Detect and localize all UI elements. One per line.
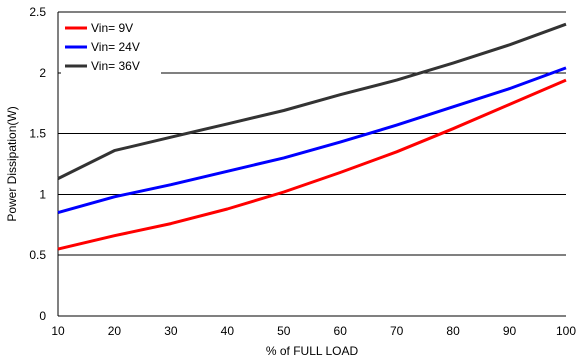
- y-tick-label: 1: [39, 187, 46, 201]
- x-tick-label: 90: [503, 324, 517, 338]
- y-tick-label: 0: [39, 309, 46, 323]
- legend-label-0: Vin= 9V: [91, 21, 133, 35]
- series-line-0: [57, 78, 567, 251]
- x-tick-label: 80: [446, 324, 460, 338]
- y-axis-title: Power Dissipation(W): [5, 106, 19, 221]
- x-tick-label: 40: [221, 324, 235, 338]
- series-line-2: [57, 22, 567, 180]
- x-tick-label: 70: [390, 324, 404, 338]
- y-tick-label: 2: [39, 66, 46, 80]
- legend-label-2: Vin= 36V: [91, 59, 140, 73]
- x-tick-label: 30: [164, 324, 178, 338]
- x-tick-label: 100: [556, 324, 576, 338]
- x-tick-label: 50: [277, 324, 291, 338]
- axes: [57, 12, 566, 317]
- series-lines: [57, 22, 567, 251]
- x-tick-label: 60: [334, 324, 348, 338]
- series-line-1: [57, 66, 567, 215]
- y-tick-label: 0.5: [29, 248, 46, 262]
- x-tick-label: 10: [51, 324, 65, 338]
- y-tick-label: 1.5: [29, 127, 46, 141]
- legend-label-1: Vin= 24V: [91, 40, 140, 54]
- tick-labels: 0 0.5 1 1.5 2 2.5 10 20 30 40 50 60 70 80 90 100: [29, 5, 576, 338]
- legend: Vin= 9V Vin= 24V Vin= 36V: [61, 16, 161, 77]
- x-axis-title: % of FULL LOAD: [266, 344, 359, 358]
- x-tick-label: 20: [108, 324, 122, 338]
- y-tick-label: 2.5: [29, 5, 46, 19]
